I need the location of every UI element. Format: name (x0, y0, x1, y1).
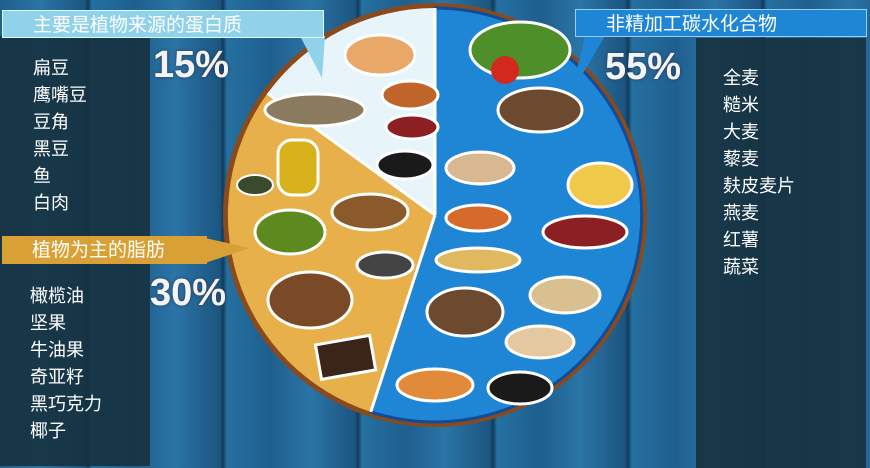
list-item: 红薯 (723, 230, 759, 251)
list-item: 椰子 (30, 421, 66, 442)
vegetables-image (468, 20, 572, 80)
kidney-beans-image (541, 214, 629, 250)
carbs-percent: 55% (605, 46, 682, 88)
bran-flakes-image (425, 286, 505, 338)
list-item: 豆角 (33, 112, 69, 133)
red-beans-image (384, 113, 440, 141)
olive-oil-image (276, 138, 320, 197)
list-item: 橄榄油 (30, 286, 84, 307)
carbs-banner: 非精加工碳水化合物 (575, 9, 867, 37)
list-item: 麸皮麦片 (723, 176, 795, 197)
fat-percent: 30% (150, 272, 227, 314)
fish-image (263, 92, 367, 128)
lentils-image (380, 79, 440, 111)
carbs-food-list: 全麦 糙米 大麦 藜麦 麸皮麦片 燕麦 红薯 蔬菜 (723, 65, 795, 281)
tomatoes-image (491, 56, 519, 84)
coconut-image (266, 270, 354, 330)
list-item: 坚果 (30, 313, 66, 334)
pasta-image (566, 161, 634, 209)
list-item: 糙米 (723, 95, 759, 116)
list-item: 大麦 (723, 122, 759, 143)
black-beans-carbs-image (486, 370, 554, 406)
carbs-banner-pointer (572, 36, 605, 92)
protein-banner: 主要是植物来源的蛋白质 (2, 10, 324, 38)
chia-seeds-image (355, 250, 415, 280)
oats-image (528, 275, 602, 315)
fat-banner: 植物为主的脂肪 (2, 236, 207, 264)
list-item: 鱼 (33, 166, 51, 187)
red-lentils-image (444, 203, 512, 233)
fat-food-list: 橄榄油 坚果 牛油果 奇亚籽 黑巧克力 椰子 (30, 283, 102, 445)
protein-food-list: 扁豆 鹰嘴豆 豆角 黑豆 鱼 白肉 (33, 55, 87, 217)
avocado-image (253, 208, 327, 256)
list-item: 扁豆 (33, 58, 69, 79)
wheat-image (434, 246, 522, 274)
list-item: 黑巧克力 (30, 394, 102, 415)
brown-rice-image (444, 150, 516, 186)
fat-banner-pointer (205, 238, 250, 263)
black-beans-image (375, 149, 435, 181)
list-item: 黑豆 (33, 139, 69, 160)
olives-image (236, 174, 274, 196)
list-item: 藜麦 (723, 149, 759, 170)
sweet-potato-image (395, 367, 475, 403)
dark-chocolate-image (313, 333, 378, 382)
list-item: 白肉 (33, 193, 69, 214)
list-item: 奇亚籽 (30, 367, 84, 388)
list-item: 全麦 (723, 68, 759, 89)
protein-banner-pointer (300, 36, 325, 78)
right-text-panel (696, 38, 866, 468)
bread-image (496, 86, 584, 134)
list-item: 燕麦 (723, 203, 759, 224)
protein-percent: 15% (153, 44, 230, 86)
quinoa-image (504, 324, 576, 360)
list-item: 蔬菜 (723, 257, 759, 278)
chicken-breast-image (343, 33, 417, 77)
list-item: 牛油果 (30, 340, 84, 361)
list-item: 鹰嘴豆 (33, 85, 87, 106)
nuts-image (330, 192, 410, 232)
